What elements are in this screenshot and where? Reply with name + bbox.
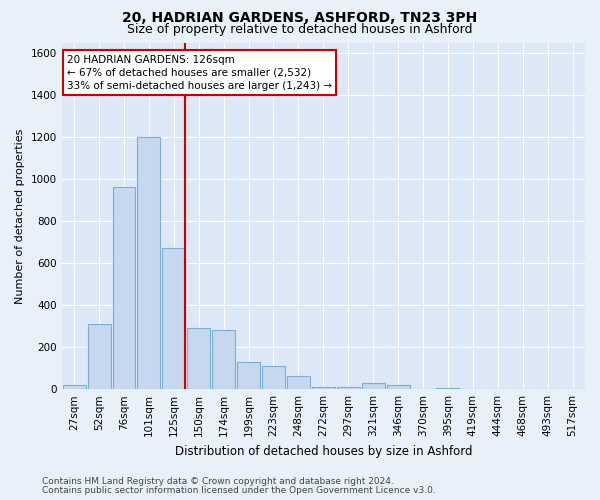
Bar: [212, 330, 235, 389]
Text: 20 HADRIAN GARDENS: 126sqm
← 67% of detached houses are smaller (2,532)
33% of s: 20 HADRIAN GARDENS: 126sqm ← 67% of deta…: [67, 54, 332, 91]
Bar: [362, 383, 385, 389]
Bar: [312, 387, 335, 389]
Bar: [88, 324, 110, 389]
Bar: [337, 387, 360, 389]
Bar: [386, 385, 410, 389]
Y-axis label: Number of detached properties: Number of detached properties: [15, 128, 25, 304]
Bar: [436, 388, 460, 389]
Bar: [163, 248, 185, 389]
Text: 20, HADRIAN GARDENS, ASHFORD, TN23 3PH: 20, HADRIAN GARDENS, ASHFORD, TN23 3PH: [122, 11, 478, 25]
X-axis label: Distribution of detached houses by size in Ashford: Distribution of detached houses by size …: [175, 444, 472, 458]
Bar: [262, 366, 285, 389]
Text: Contains HM Land Registry data © Crown copyright and database right 2024.: Contains HM Land Registry data © Crown c…: [42, 477, 394, 486]
Text: Size of property relative to detached houses in Ashford: Size of property relative to detached ho…: [127, 22, 473, 36]
Bar: [187, 328, 210, 389]
Bar: [62, 385, 86, 389]
Bar: [137, 137, 160, 389]
Bar: [287, 376, 310, 389]
Text: Contains public sector information licensed under the Open Government Licence v3: Contains public sector information licen…: [42, 486, 436, 495]
Bar: [237, 362, 260, 389]
Bar: [113, 188, 136, 389]
